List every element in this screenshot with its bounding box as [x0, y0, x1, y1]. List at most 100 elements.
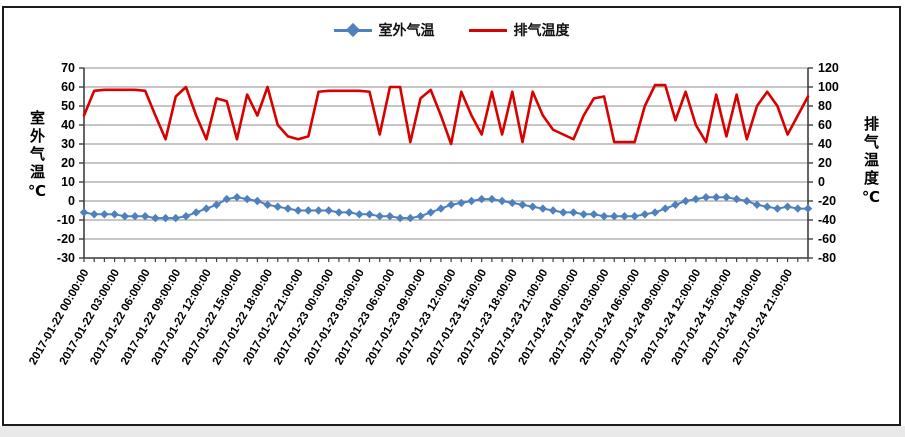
right-axis-tick-label: -20	[818, 194, 836, 208]
outdoor-temp-point-marker	[212, 200, 221, 209]
outdoor-temp-point-marker	[426, 208, 435, 217]
outdoor-temp-point-marker	[793, 204, 803, 213]
outdoor-temp-point-marker	[395, 213, 405, 223]
legend-label-outdoor-temp: 室外气温	[378, 22, 435, 38]
outdoor-temp-point-marker	[436, 204, 446, 213]
outdoor-temp-point-marker	[518, 200, 527, 209]
legend-item-outdoor-temp: 室外气温	[333, 20, 435, 40]
left-axis-tick-label: 10	[61, 175, 75, 189]
outdoor-temp-point-marker	[712, 193, 721, 202]
outdoor-temp-point-marker	[487, 194, 497, 204]
outdoor-temp-point-marker	[120, 212, 129, 221]
outdoor-temp-point-marker	[559, 208, 568, 217]
outdoor-temp-point-marker	[538, 204, 548, 213]
outdoor-temp-point-marker	[100, 210, 109, 219]
left-axis-tick-label: 60	[61, 80, 75, 94]
outdoor-temp-point-marker	[701, 193, 711, 202]
left-axis-tick-label: 20	[61, 156, 75, 170]
outdoor-temp-point-marker	[416, 212, 425, 221]
outdoor-temp-point-marker	[304, 206, 313, 215]
left-axis-tick-label: -20	[57, 232, 75, 246]
right-axis-tick-label: -60	[818, 232, 836, 246]
outdoor-temp-point-marker	[253, 196, 262, 206]
left-axis-tick-label: 70	[61, 61, 75, 75]
legend-label-exhaust-temp: 排气温度	[513, 22, 570, 38]
outdoor-temp-point-marker	[273, 202, 282, 211]
outdoor-temp-point-marker	[650, 208, 660, 217]
outdoor-temp-legend-marker	[333, 22, 372, 37]
outdoor-temp-point-marker	[630, 212, 639, 221]
exhaust-temp-series-line	[82, 83, 810, 146]
outdoor-temp-point-marker	[599, 212, 609, 221]
outdoor-temp-point-marker	[385, 212, 395, 221]
outdoor-temp-point-marker	[528, 202, 537, 211]
outdoor-temp-point-marker	[732, 194, 741, 204]
outdoor-temp-point-marker	[365, 210, 374, 219]
left-axis-tick-label: -30	[57, 251, 75, 265]
outdoor-temp-point-marker	[661, 204, 670, 213]
chart-legend: 室外气温 排气温度	[4, 20, 899, 40]
left-axis-tick-label: 50	[61, 99, 75, 113]
outdoor-temp-point-marker	[334, 208, 344, 217]
chart-frame: 室外气温 排气温度 室外气温℃ 排气温度℃ -30 -80 -20 -60 -10 -40…	[2, 6, 901, 426]
outdoor-temp-point-marker	[691, 194, 701, 204]
right-axis-tick-label: 0	[818, 175, 825, 189]
outdoor-temp-point-marker	[803, 204, 813, 213]
outdoor-temp-point-marker	[671, 200, 680, 209]
outdoor-temp-point-marker	[314, 206, 323, 215]
outdoor-temp-point-marker	[202, 204, 211, 213]
left-axis-title: 室外气温℃	[28, 110, 45, 203]
outdoor-temp-point-marker	[344, 208, 354, 217]
right-axis-tick-label: 80	[818, 99, 832, 113]
left-axis-tick-label: 40	[61, 118, 75, 132]
outdoor-temp-point-marker	[640, 210, 650, 219]
right-axis-tick-label: 40	[818, 137, 832, 151]
right-axis-tick-label: -40	[818, 213, 836, 227]
bottom-strip	[0, 426, 905, 437]
outdoor-temp-point-marker	[589, 210, 599, 219]
outdoor-temp-point-marker	[497, 196, 507, 206]
right-axis-tick-label: 120	[818, 61, 839, 75]
outdoor-temp-point-marker	[151, 213, 160, 223]
outdoor-temp-point-marker	[406, 213, 415, 223]
legend-item-exhaust-temp: 排气温度	[468, 20, 570, 40]
right-axis-title: 排气温度℃	[862, 116, 879, 209]
outdoor-temp-point-marker	[569, 208, 578, 217]
right-axis-tick-label: 20	[818, 156, 832, 170]
outdoor-temp-point-marker	[110, 210, 119, 219]
outdoor-temp-point-marker	[783, 202, 792, 211]
outdoor-temp-point-marker	[446, 200, 456, 209]
outdoor-temp-point-marker	[79, 208, 89, 217]
outdoor-temp-point-marker	[232, 193, 242, 202]
outdoor-temp-point-marker	[161, 213, 170, 223]
outdoor-temp-series-line	[83, 196, 809, 220]
outdoor-temp-point-marker	[355, 210, 364, 219]
left-axis-tick-label: 0	[68, 194, 75, 208]
outdoor-temp-point-marker	[293, 206, 303, 215]
outdoor-temp-point-marker	[508, 198, 517, 208]
outdoor-temp-point-marker	[181, 212, 191, 221]
right-axis-tick-label: 100	[818, 80, 839, 94]
outdoor-temp-point-marker	[242, 194, 252, 204]
outdoor-temp-point-marker	[130, 212, 140, 221]
left-axis-tick-label: 30	[61, 137, 75, 151]
right-axis-tick-label: 60	[818, 118, 832, 132]
exhaust-temp-legend-marker	[468, 28, 507, 32]
x-axis-label: 2017-01-24 21:00:00	[731, 268, 795, 368]
outdoor-temp-point-marker	[191, 208, 201, 217]
outdoor-temp-point-marker	[763, 202, 772, 211]
outdoor-temp-point-marker	[263, 200, 272, 209]
left-axis-tick-label: -10	[57, 213, 75, 227]
outdoor-temp-point-marker	[548, 206, 558, 215]
outdoor-temp-point-marker	[773, 204, 782, 213]
outdoor-temp-point-marker	[477, 194, 486, 204]
outdoor-temp-point-marker	[620, 212, 629, 221]
outdoor-temp-point-marker	[324, 206, 333, 215]
outdoor-temp-point-marker	[171, 213, 180, 223]
outdoor-temp-point-marker	[752, 200, 762, 209]
outdoor-temp-point-marker	[579, 210, 588, 219]
outdoor-temp-point-marker	[375, 212, 384, 221]
outdoor-temp-point-marker	[610, 212, 619, 221]
